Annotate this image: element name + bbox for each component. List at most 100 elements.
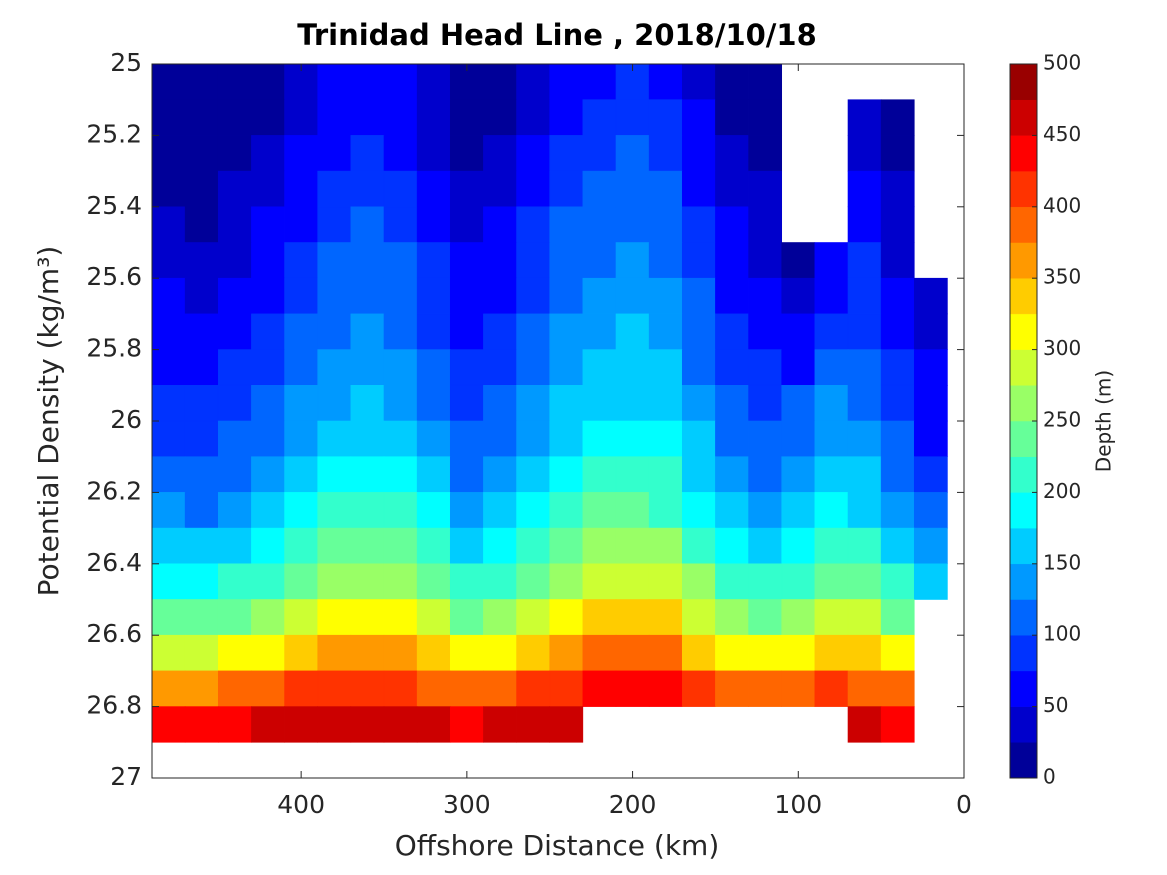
contour-cell bbox=[715, 313, 749, 350]
contour-cell bbox=[217, 634, 252, 672]
contour-cell bbox=[317, 492, 352, 529]
contour-cell bbox=[715, 634, 749, 672]
contour-cell bbox=[483, 527, 517, 565]
contour-cell bbox=[151, 384, 186, 422]
contour-cell bbox=[151, 706, 186, 743]
contour-cell bbox=[748, 170, 783, 208]
chart-title: Trinidad Head Line , 2018/10/18 bbox=[297, 18, 817, 52]
contour-cell bbox=[880, 670, 915, 707]
contour-cell bbox=[516, 634, 551, 672]
contour-cell bbox=[516, 206, 551, 243]
contour-cell bbox=[449, 384, 484, 422]
colorbar: 0 50 100 150 200 250 300 350 400 450 500 bbox=[1009, 51, 1081, 789]
contour-cell bbox=[284, 706, 319, 743]
contour-cell bbox=[880, 135, 915, 172]
contour-cell bbox=[582, 170, 617, 208]
contour-cell bbox=[847, 99, 882, 136]
contour-cell bbox=[416, 63, 451, 101]
colorbar-band bbox=[1009, 634, 1038, 672]
contour-cell bbox=[615, 599, 650, 636]
contour-cell bbox=[648, 384, 683, 422]
contour-cell bbox=[648, 456, 683, 493]
y-tick-label: 26.6 bbox=[86, 619, 142, 648]
contour-cell bbox=[184, 170, 219, 208]
colorbar-band bbox=[1009, 313, 1038, 350]
contour-cell bbox=[217, 527, 252, 565]
y-tick-label: 27 bbox=[110, 762, 142, 791]
contour-cell bbox=[251, 527, 285, 565]
contour-cell bbox=[847, 670, 882, 707]
contour-cell bbox=[681, 670, 716, 707]
contour-cell bbox=[483, 384, 517, 422]
contour-cell bbox=[483, 563, 517, 600]
colorbar-band bbox=[1009, 99, 1038, 136]
colorbar-band bbox=[1009, 456, 1038, 493]
contour-cell bbox=[880, 706, 915, 743]
contour-cell bbox=[814, 420, 849, 458]
contour-cell bbox=[383, 135, 418, 172]
contour-cell bbox=[483, 277, 517, 315]
contour-cell bbox=[781, 349, 816, 386]
colorbar-tick-label: 300 bbox=[1043, 336, 1081, 360]
contour-cell bbox=[383, 456, 418, 493]
contour-cell bbox=[516, 313, 551, 350]
contour-cell bbox=[516, 349, 551, 386]
contour-cell bbox=[549, 313, 584, 350]
contour-cell bbox=[350, 420, 385, 458]
colorbar-tick-label: 350 bbox=[1043, 265, 1081, 289]
contour-cell bbox=[814, 670, 849, 707]
contour-fill bbox=[151, 63, 948, 743]
contour-cell bbox=[814, 527, 849, 565]
contour-cell bbox=[217, 313, 252, 350]
contour-cell bbox=[317, 99, 352, 136]
contour-cell bbox=[350, 527, 385, 565]
contour-cell bbox=[449, 456, 484, 493]
colorbar-label: Depth (m) bbox=[1092, 370, 1116, 472]
contour-cell bbox=[284, 206, 319, 243]
contour-cell bbox=[317, 277, 352, 315]
contour-cell bbox=[648, 634, 683, 672]
contour-cell bbox=[217, 456, 252, 493]
contour-cell bbox=[516, 99, 551, 136]
contour-cell bbox=[516, 170, 551, 208]
y-tick-label: 26.2 bbox=[86, 476, 142, 505]
contour-cell bbox=[350, 706, 385, 743]
contour-cell bbox=[251, 170, 285, 208]
contour-cell bbox=[582, 492, 617, 529]
contour-cell bbox=[615, 135, 650, 172]
contour-cell bbox=[416, 527, 451, 565]
contour-cell bbox=[847, 492, 882, 529]
contour-cell bbox=[151, 99, 186, 136]
contour-cell bbox=[549, 456, 584, 493]
contour-cell bbox=[449, 670, 484, 707]
contour-cell bbox=[449, 313, 484, 350]
colorbar-band bbox=[1009, 242, 1038, 279]
contour-cell bbox=[251, 349, 285, 386]
contour-cell bbox=[549, 242, 584, 279]
contour-cell bbox=[184, 313, 219, 350]
contour-cell bbox=[582, 277, 617, 315]
contour-cell bbox=[880, 563, 915, 600]
colorbar-band bbox=[1009, 135, 1038, 172]
contour-cell bbox=[847, 135, 882, 172]
y-tick-label: 25.4 bbox=[86, 191, 142, 220]
contour-cell bbox=[715, 492, 749, 529]
contour-cell bbox=[648, 599, 683, 636]
contour-cell bbox=[648, 420, 683, 458]
contour-cell bbox=[549, 634, 584, 672]
contour-cell bbox=[350, 242, 385, 279]
contour-cell bbox=[549, 206, 584, 243]
contour-cell bbox=[151, 527, 186, 565]
y-tick-label: 25.2 bbox=[86, 119, 142, 148]
contour-cell bbox=[615, 670, 650, 707]
contour-cell bbox=[880, 242, 915, 279]
y-tick-label: 25.6 bbox=[86, 262, 142, 291]
contour-cell bbox=[416, 277, 451, 315]
contour-cell bbox=[880, 599, 915, 636]
contour-cell bbox=[814, 313, 849, 350]
contour-cell bbox=[416, 206, 451, 243]
contour-cell bbox=[350, 277, 385, 315]
contour-cell bbox=[781, 277, 816, 315]
contour-cell bbox=[483, 492, 517, 529]
contour-cell bbox=[217, 706, 252, 743]
